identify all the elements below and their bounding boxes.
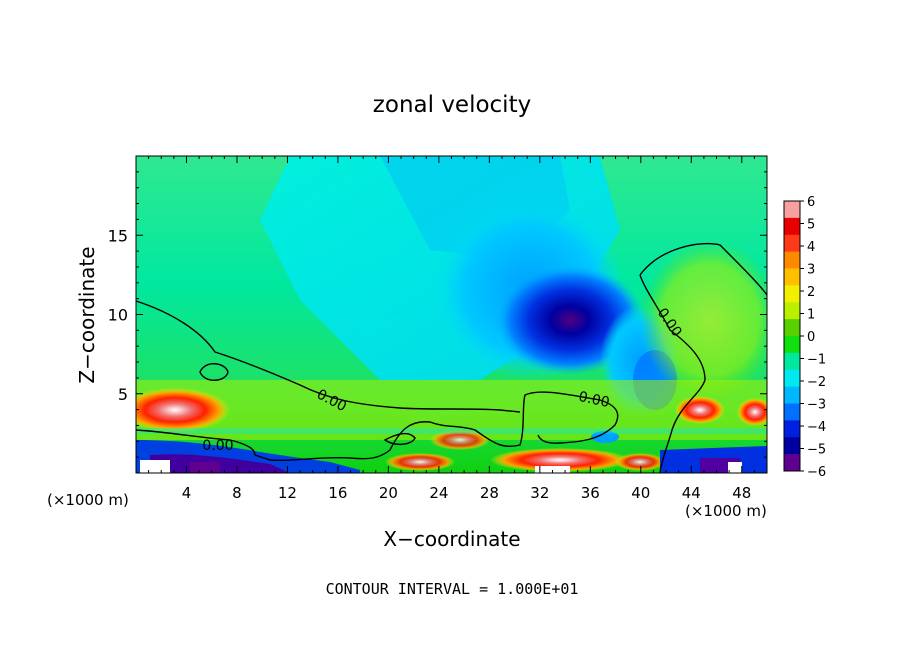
colorbar-swatch (784, 217, 800, 236)
colorbar-label: −5 (807, 443, 826, 458)
colorbar-label: −4 (807, 420, 826, 435)
colorbar-swatch (784, 437, 800, 455)
chart-title: zonal velocity (373, 92, 531, 118)
colorbar-label: 1 (807, 308, 815, 323)
colorbar-label: −6 (807, 465, 826, 480)
contour-label: 0.00 (577, 389, 611, 411)
contour-field (136, 156, 767, 473)
x-tick-label: 20 (379, 484, 398, 502)
x-tick-label: 32 (530, 484, 549, 502)
colorbar-label: 4 (807, 240, 815, 255)
colorbar-swatch (784, 352, 800, 371)
contour-interval-note: CONTOUR INTERVAL = 1.000E+01 (326, 580, 579, 598)
colorbar-label: −3 (807, 398, 826, 413)
colorbar-swatch (784, 302, 800, 320)
colorbar-swatch (784, 285, 800, 303)
x-tick-label: 40 (631, 484, 650, 502)
zero-contour-lines (135, 242, 768, 474)
colorbar-label: 0 (807, 330, 815, 345)
colorbar-label: 6 (807, 195, 815, 210)
x-tick-label: 48 (732, 484, 751, 502)
x-tick-label: 4 (182, 484, 192, 502)
y-axis-label: Z−coordinate (75, 246, 99, 383)
colorbar: 6 5 4 3 2 1 0 −1 −2 −3 −4 −5 −6 (783, 195, 826, 480)
colorbar-swatch (784, 268, 800, 286)
colorbar-swatch (784, 386, 800, 404)
x-tick-label: 36 (581, 484, 600, 502)
colorbar-swatch (784, 403, 800, 421)
colorbar-swatch (784, 319, 800, 337)
y-tick-label: 15 (108, 226, 128, 245)
contour-label: 0.00 (202, 438, 233, 454)
colorbar-label: −2 (807, 375, 826, 390)
colorbar-label: −1 (807, 353, 826, 368)
x-tick-label: 8 (232, 484, 242, 502)
y-tick-label: 5 (118, 385, 128, 404)
x-unit-right: (×1000 m) (685, 502, 767, 520)
x-axis: 4 8 12 16 20 24 28 32 36 40 44 48 (148, 156, 755, 502)
x-axis-label: X−coordinate (383, 527, 520, 551)
colorbar-label: 5 (807, 218, 815, 233)
x-tick-label: 44 (682, 484, 701, 502)
x-unit-left: (×1000 m) (47, 491, 129, 509)
colorbar-swatch (784, 336, 800, 354)
colorbar-swatch (784, 369, 800, 388)
x-tick-label: 24 (429, 484, 448, 502)
x-tick-label: 16 (328, 484, 347, 502)
colorbar-swatch (784, 454, 800, 472)
y-tick-label: 10 (108, 306, 128, 325)
colorbar-swatch (784, 251, 800, 269)
x-tick-label: 12 (278, 484, 297, 502)
colorbar-label: 2 (807, 285, 815, 300)
y-axis: 5 10 15 (108, 171, 767, 458)
colorbar-label: 3 (807, 263, 815, 278)
colorbar-swatch (784, 201, 800, 219)
x-tick-label: 28 (480, 484, 499, 502)
colorbar-swatch (784, 420, 800, 438)
colorbar-swatch (784, 234, 800, 253)
